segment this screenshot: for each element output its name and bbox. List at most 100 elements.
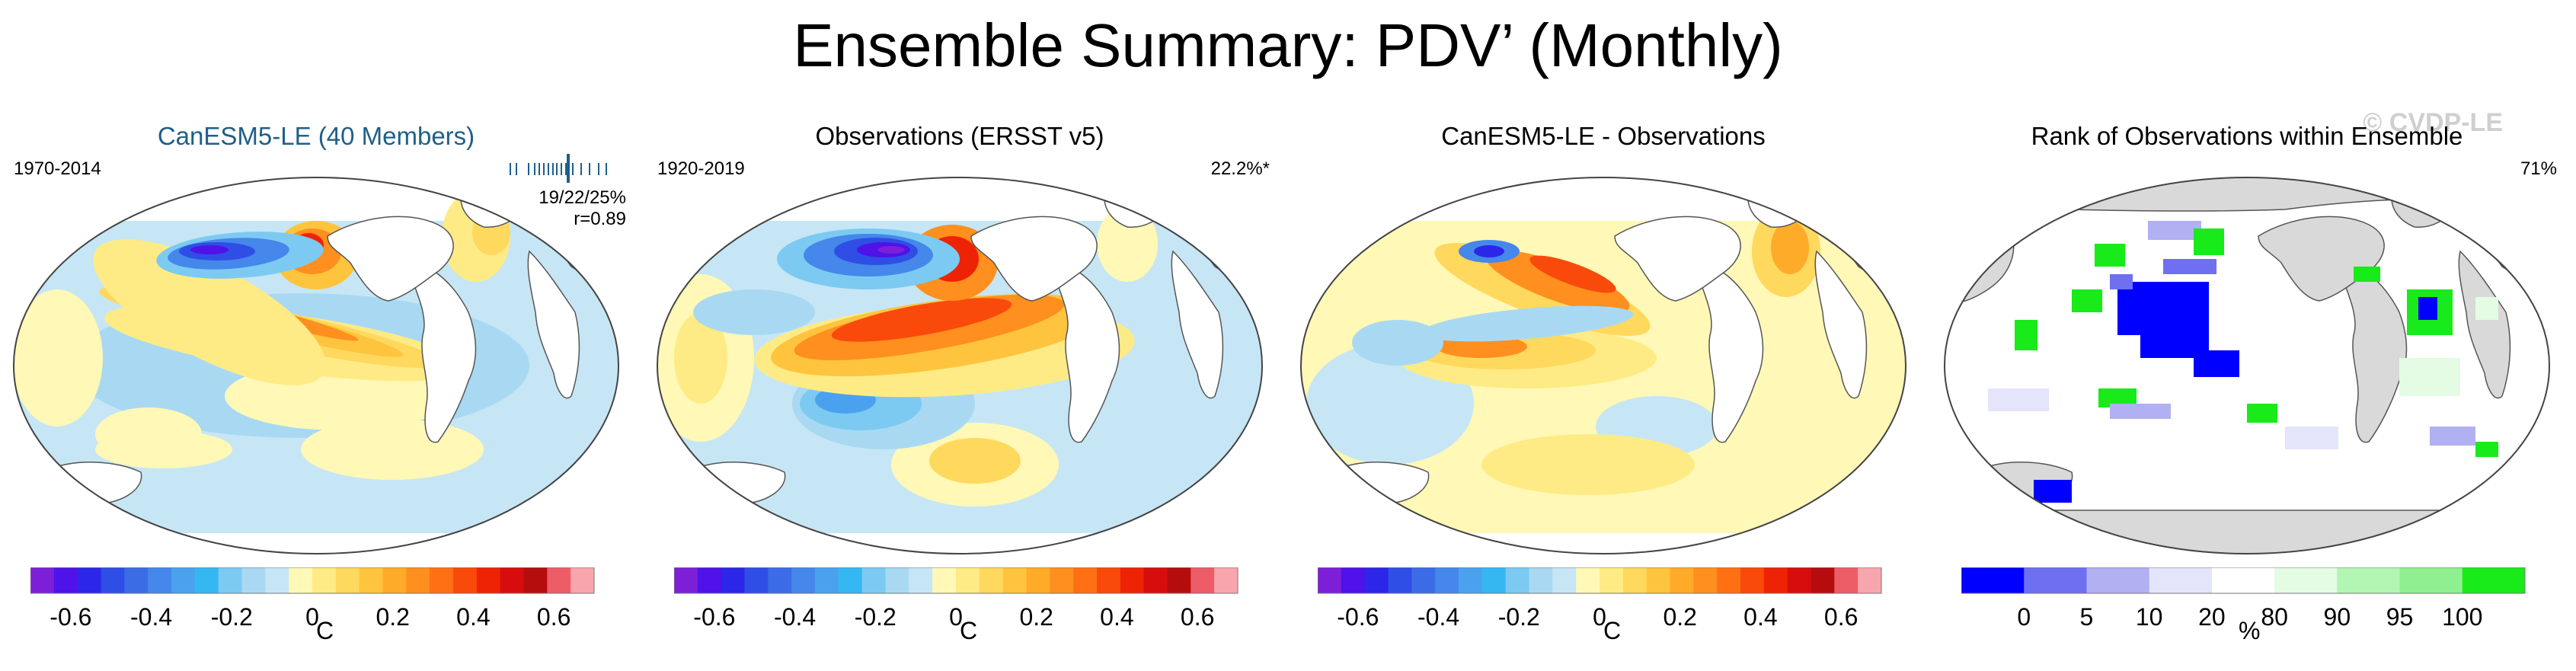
- colorbar-unit: C: [960, 617, 977, 645]
- panel-title: Rank of Observations within Ensemble: [1931, 122, 2563, 151]
- colorbar-swatch: [195, 567, 219, 593]
- colorbar-swatch: [500, 567, 524, 593]
- colorbar-swatch: [1459, 567, 1482, 593]
- colorbar-tick-label: 0.6: [1181, 603, 1214, 631]
- colorbar-swatch: [698, 567, 721, 593]
- colorbar-swatch: [453, 567, 477, 593]
- colorbar-swatch: [2274, 567, 2338, 593]
- colorbar-tick-label: -0.6: [50, 603, 91, 631]
- colorbar-swatch: [1144, 567, 1168, 593]
- colorbar-swatch: [2086, 567, 2149, 593]
- colorbar-swatch: [1050, 567, 1073, 593]
- colorbar-swatch: [1097, 567, 1120, 593]
- colorbar-swatch: [674, 567, 698, 593]
- panel-model: CanESM5-LE (40 Members) 1970-2014 19/22/…: [0, 122, 632, 655]
- colorbar-swatch: [1003, 567, 1027, 593]
- map-rank: [1942, 175, 2552, 556]
- colorbar-swatch: [1365, 567, 1389, 593]
- colorbar-swatch: [1482, 567, 1506, 593]
- colorbar-swatch: [2337, 567, 2400, 593]
- colorbar-swatch: [1191, 567, 1214, 593]
- colorbar-swatch: [312, 567, 336, 593]
- colorbar-swatch: [1120, 567, 1144, 593]
- colorbar-swatch: [1811, 567, 1835, 593]
- colorbar-swatch: [383, 567, 407, 593]
- colorbar-tick-label: -0.2: [855, 603, 896, 631]
- colorbar-swatch: [1693, 567, 1717, 593]
- colorbar-swatch: [336, 567, 360, 593]
- colorbar-unit: C: [316, 617, 334, 645]
- colorbar-swatch: [1961, 567, 2025, 593]
- colorbar-swatch: [791, 567, 815, 593]
- colorbar-swatch: [78, 567, 101, 593]
- colorbar-swatch: [2400, 567, 2463, 593]
- colorbar-swatch: [1740, 567, 1764, 593]
- panel-title: CanESM5-LE (40 Members): [0, 122, 632, 151]
- colorbar-swatch: [768, 567, 791, 593]
- colorbar-tick-label: 0.4: [1100, 603, 1133, 631]
- colorbar-swatch: [219, 567, 242, 593]
- map-model: [11, 175, 621, 556]
- colorbar-swatch: [242, 567, 266, 593]
- colorbar-swatch: [54, 567, 78, 593]
- figure-title: Ensemble Summary: PDV’ (Monthly): [0, 11, 2576, 81]
- colorbar-tick-label: 90: [2324, 603, 2351, 631]
- panel-title: Observations (ERSST v5): [644, 122, 1276, 151]
- colorbar-swatch: [909, 567, 932, 593]
- colorbar-tick-label: 80: [2261, 603, 2288, 631]
- colorbar-tick-label: -0.4: [774, 603, 816, 631]
- colorbar-unit: %: [2239, 617, 2260, 645]
- colorbar-swatch: [1027, 567, 1050, 593]
- colorbar-swatch: [1389, 567, 1412, 593]
- colorbar-swatch: [1647, 567, 1670, 593]
- colorbar-swatch: [1168, 567, 1191, 593]
- colorbar-swatch: [1717, 567, 1740, 593]
- colorbar-swatch: [721, 567, 745, 593]
- colorbar-swatch: [1435, 567, 1459, 593]
- colorbar-tick-label: 100: [2442, 603, 2482, 631]
- panel-difference: CanESM5-LE - Observations: [1287, 122, 1919, 655]
- colorbar-tick-label: -0.2: [1498, 603, 1540, 631]
- colorbar-swatch: [2024, 567, 2087, 593]
- colorbar-swatch: [1318, 567, 1341, 593]
- colorbar-unit: C: [1603, 617, 1621, 645]
- colorbar-tick-label: -0.2: [211, 603, 253, 631]
- colorbar-swatch: [956, 567, 980, 593]
- colorbar-swatch: [1788, 567, 1811, 593]
- colorbar-swatch: [360, 567, 383, 593]
- colorbar-tick-label: 0.2: [1019, 603, 1053, 631]
- colorbar-swatch: [570, 567, 594, 593]
- colorbar-swatch: [524, 567, 548, 593]
- colorbar-tick-label: 0.4: [1743, 603, 1777, 631]
- colorbar-swatch: [2463, 567, 2526, 593]
- panel-observations: Observations (ERSST v5) 1920-2019 22.2%*: [644, 122, 1276, 655]
- colorbar-swatch: [980, 567, 1003, 593]
- colorbar-swatch: [1552, 567, 1576, 593]
- colorbar-swatch: [1214, 567, 1238, 593]
- colorbar-swatch: [1576, 567, 1600, 593]
- colorbar-tick-label: -0.4: [1417, 603, 1459, 631]
- colorbar-tick-label: -0.4: [130, 603, 172, 631]
- colorbar-swatch: [815, 567, 839, 593]
- colorbar-swatch: [1600, 567, 1623, 593]
- colorbar-swatch: [1670, 567, 1694, 593]
- colorbar-swatch: [101, 567, 125, 593]
- colorbar-swatch: [148, 567, 171, 593]
- colorbar-swatch: [2212, 567, 2275, 593]
- colorbar-swatch: [839, 567, 862, 593]
- map-difference: [1299, 175, 1908, 556]
- colorbar-swatch: [1858, 567, 1881, 593]
- colorbar-swatch: [1834, 567, 1858, 593]
- colorbar-swatch: [1411, 567, 1435, 593]
- colorbar-tick-label: -0.6: [1337, 603, 1379, 631]
- colorbar-swatch: [406, 567, 430, 593]
- colorbar-swatch: [477, 567, 500, 593]
- colorbar-swatch: [1623, 567, 1647, 593]
- colorbar-tick-label: 0.4: [456, 603, 490, 631]
- colorbar-swatch: [289, 567, 312, 593]
- colorbar-tick-label: 0: [2017, 603, 2031, 631]
- colorbar-swatch: [932, 567, 956, 593]
- panel-rank: Rank of Observations within Ensemble 71%: [1931, 122, 2563, 655]
- colorbar-swatch: [1506, 567, 1529, 593]
- colorbar-tick-label: 10: [2136, 603, 2163, 631]
